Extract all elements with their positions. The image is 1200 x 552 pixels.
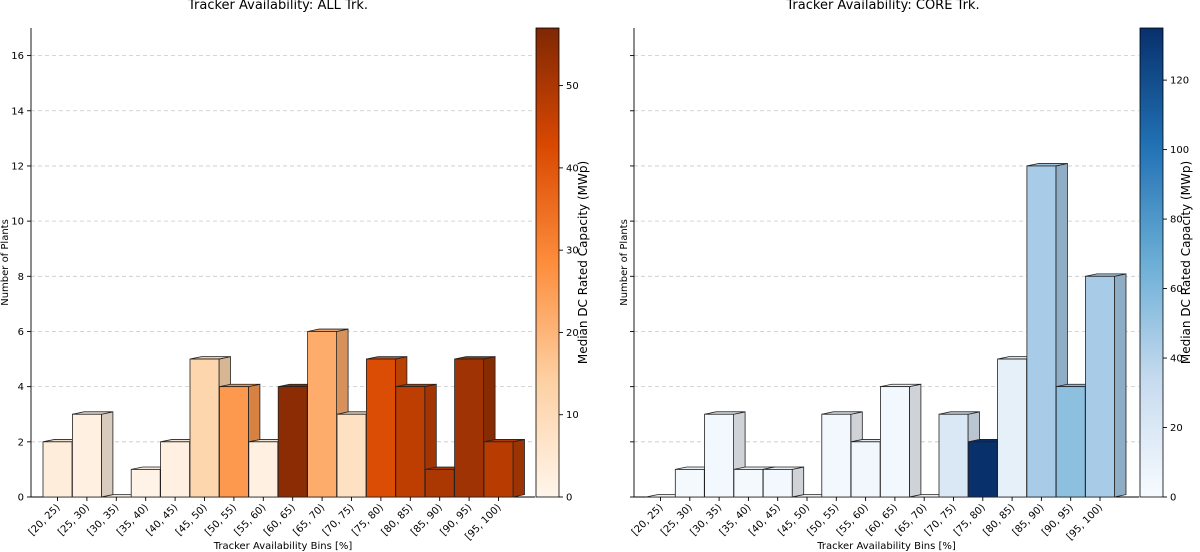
bar-front [130, 469, 161, 498]
chart-title: Tracker Availability: ALL Trk. [187, 0, 368, 13]
colorbar [1139, 27, 1164, 498]
bar-front [189, 358, 220, 498]
all-trackers-panel: Tracker Availability: ALL Trk. 0 2 4 6 8 10 12 1… [0, 0, 590, 552]
y-tick-label: 0 [18, 493, 24, 504]
bar-front [160, 441, 191, 498]
bar-front [454, 358, 485, 498]
colorbar-tick-label: 50 [566, 81, 579, 92]
colorbar-tick-label: 60 [1170, 284, 1183, 295]
bar-front [424, 469, 455, 498]
colorbar-tick-label: 20 [1170, 423, 1183, 434]
bar [72, 411, 114, 498]
bar-side [791, 466, 805, 498]
bar [1085, 273, 1127, 498]
colorbar-tick-label: 30 [566, 246, 579, 257]
x-axis-label: Tracker Availability Bins [%] [816, 541, 956, 552]
colorbar-label: Median DC Rated Capacity (MWp) [1179, 161, 1193, 364]
bar-front [762, 469, 793, 498]
bar-front [277, 386, 308, 498]
bar-front [1085, 275, 1115, 498]
bar [762, 466, 805, 498]
y-tick-label: 6 [18, 327, 24, 338]
bar-front [674, 469, 705, 498]
bar-front [997, 358, 1027, 498]
bar-side [512, 438, 525, 498]
bar-side [1114, 273, 1127, 498]
bar-side [101, 411, 114, 498]
bar-front [938, 413, 969, 498]
colorbar-tick-label: 120 [1170, 76, 1189, 87]
y-tick-label: 4 [18, 382, 24, 393]
colorbar-tick-label: 40 [566, 163, 579, 174]
bar-front [42, 441, 73, 498]
bar-front [1026, 165, 1057, 498]
colorbar [535, 27, 560, 498]
bar-front [218, 386, 249, 498]
bar-front [880, 386, 910, 498]
chart-title: Tracker Availability: CORE Trk. [785, 0, 979, 13]
bar-front [967, 441, 998, 498]
colorbar-tick-label: 100 [1170, 145, 1189, 156]
bar [483, 438, 525, 498]
colorbar-tick-label: 10 [566, 410, 579, 421]
bar-front [395, 386, 426, 498]
y-tick-label: 16 [11, 51, 24, 62]
bar-front [1055, 386, 1086, 498]
bar-front [365, 358, 396, 498]
bar-front [704, 413, 734, 498]
bar-front [850, 441, 881, 498]
bar [704, 411, 746, 498]
y-axis-label: Number of Plants [0, 219, 11, 306]
x-axis-label: Tracker Availability Bins [%] [213, 541, 353, 552]
bar [880, 383, 922, 498]
colorbar-tick-label: 0 [1170, 493, 1176, 504]
bar-side [909, 383, 922, 498]
bar-front [483, 441, 514, 498]
y-tick-label: 10 [11, 217, 24, 228]
colorbar-label: Median DC Rated Capacity (MWp) [576, 161, 590, 364]
bar-front [248, 441, 279, 498]
y-tick-label: 14 [11, 106, 24, 117]
bar-front [733, 469, 764, 498]
colorbar-tick-label: 0 [566, 493, 572, 504]
bar-front [336, 413, 367, 498]
colorbar-tick-label: 40 [1170, 354, 1183, 365]
bar-front [821, 413, 852, 498]
y-tick-label: 8 [18, 272, 24, 283]
colorbar-tick-label: 20 [566, 328, 579, 339]
bar-front [307, 331, 338, 498]
bar-front [72, 413, 102, 498]
y-tick-label: 2 [18, 437, 24, 448]
colorbar-tick-label: 80 [1170, 215, 1183, 226]
core-trackers-panel: Tracker Availability: CORE Trk. Number of… [619, 0, 1193, 552]
y-tick-label: 12 [11, 161, 24, 172]
y-axis-label: Number of Plants [619, 219, 630, 306]
